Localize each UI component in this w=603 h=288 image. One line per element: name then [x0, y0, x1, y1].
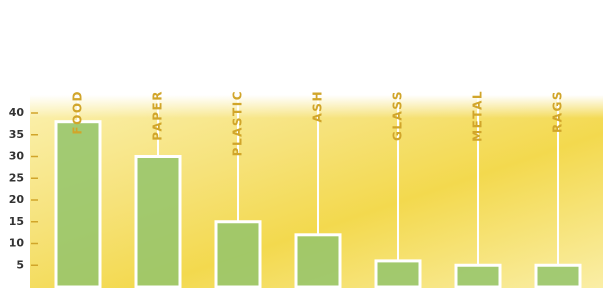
y-tick-label: 5 [16, 258, 24, 271]
y-tick-label: 15 [9, 215, 24, 228]
x-tick-label: PLASTIC [231, 90, 245, 156]
bar [376, 261, 420, 287]
x-tick-label: FOOD [71, 90, 85, 135]
x-tick-label: RAGS [551, 90, 565, 133]
y-tick-label: 10 [9, 237, 25, 250]
y-tick-label: 30 [9, 150, 25, 163]
y-tick-label: 25 [9, 171, 24, 184]
bar [56, 122, 100, 287]
chart: 5 10 15 20 25 30 35 40 FOOD PAPER PLASTIC ASH GLASS M… [0, 0, 603, 288]
y-tick-label: 20 [9, 193, 25, 206]
x-tick-label: GLASS [391, 90, 405, 141]
x-tick-label: PAPER [151, 90, 165, 141]
bar [296, 235, 340, 287]
y-tick-label: 40 [9, 106, 25, 119]
bar [456, 265, 500, 287]
bar [136, 157, 180, 288]
bar [216, 222, 260, 287]
bar [536, 265, 580, 287]
x-tick-label: METAL [471, 90, 485, 142]
y-tick-label: 35 [9, 128, 24, 141]
x-tick-label: ASH [311, 90, 325, 122]
